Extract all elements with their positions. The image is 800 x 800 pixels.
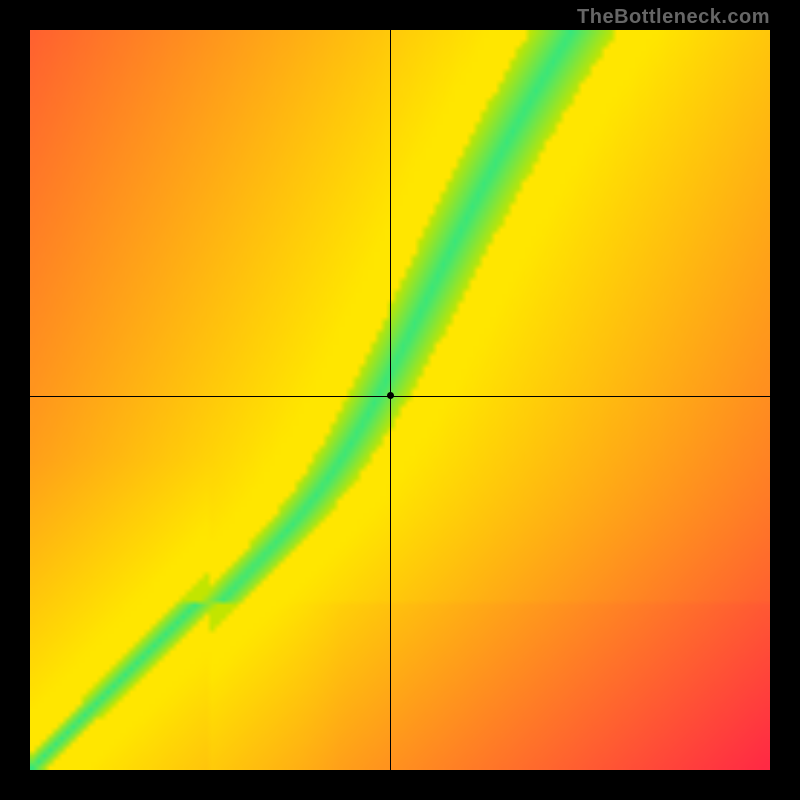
marker-dot	[387, 392, 394, 399]
heatmap-canvas	[30, 30, 770, 770]
watermark-text: TheBottleneck.com	[577, 6, 770, 29]
crosshair-horizontal	[30, 396, 770, 397]
chart-frame: TheBottleneck.com	[0, 0, 800, 800]
plot-area	[30, 30, 770, 770]
crosshair-vertical	[390, 30, 391, 770]
